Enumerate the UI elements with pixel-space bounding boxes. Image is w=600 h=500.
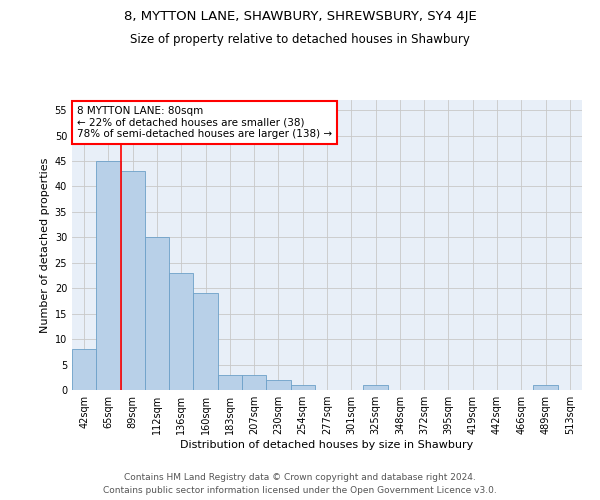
Bar bbox=[121, 171, 145, 390]
Bar bbox=[290, 385, 315, 390]
Bar bbox=[218, 374, 242, 390]
Bar bbox=[96, 161, 121, 390]
Bar bbox=[533, 385, 558, 390]
Y-axis label: Number of detached properties: Number of detached properties bbox=[40, 158, 50, 332]
Bar bbox=[242, 374, 266, 390]
Bar bbox=[145, 238, 169, 390]
Bar bbox=[364, 385, 388, 390]
Text: 8, MYTTON LANE, SHAWBURY, SHREWSBURY, SY4 4JE: 8, MYTTON LANE, SHAWBURY, SHREWSBURY, SY… bbox=[124, 10, 476, 23]
Bar bbox=[193, 294, 218, 390]
Bar bbox=[72, 350, 96, 390]
Text: 8 MYTTON LANE: 80sqm
← 22% of detached houses are smaller (38)
78% of semi-detac: 8 MYTTON LANE: 80sqm ← 22% of detached h… bbox=[77, 106, 332, 139]
Text: Contains HM Land Registry data © Crown copyright and database right 2024.
Contai: Contains HM Land Registry data © Crown c… bbox=[103, 474, 497, 495]
Bar bbox=[266, 380, 290, 390]
Text: Size of property relative to detached houses in Shawbury: Size of property relative to detached ho… bbox=[130, 32, 470, 46]
X-axis label: Distribution of detached houses by size in Shawbury: Distribution of detached houses by size … bbox=[181, 440, 473, 450]
Bar bbox=[169, 273, 193, 390]
